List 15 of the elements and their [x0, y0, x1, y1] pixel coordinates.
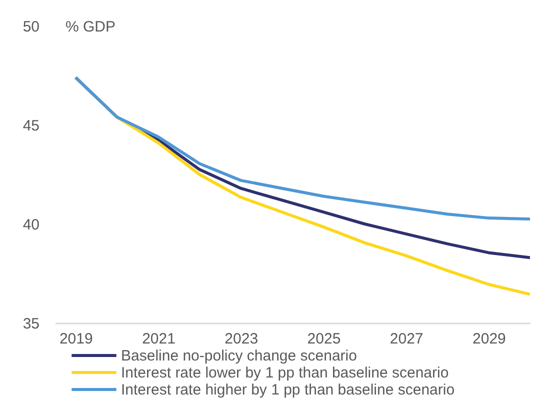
x-tick-label: 2023 [224, 330, 258, 348]
line-series [74, 76, 530, 221]
legend-label: Interest rate lower by 1 pp than baseline scenario [121, 364, 449, 382]
x-tick-label: 2019 [59, 330, 93, 348]
x-tick-label: 2027 [390, 330, 424, 348]
legend-label: Interest rate higher by 1 pp than baseline scenario [121, 382, 455, 398]
legend-label: Baseline no-policy change scenario [121, 348, 357, 364]
x-tick-label: 2029 [472, 330, 506, 348]
y-axis-title: % GDP [66, 18, 116, 36]
x-tick-label: 2025 [307, 330, 341, 348]
y-tick-label: 40 [22, 216, 40, 234]
y-tick-label: 50 [22, 18, 40, 36]
x-tick-label: 2021 [142, 330, 176, 348]
y-tick-label: 35 [22, 316, 40, 332]
y-tick-label: 45 [22, 118, 40, 134]
